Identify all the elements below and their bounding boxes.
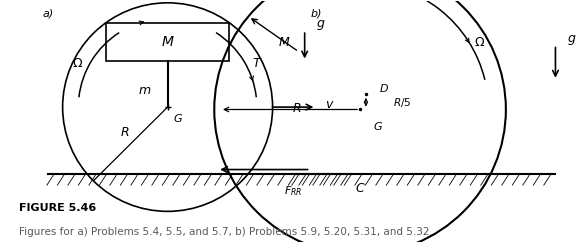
Text: $F_{RR}$: $F_{RR}$ bbox=[284, 184, 302, 198]
Text: $g$: $g$ bbox=[316, 18, 326, 32]
Text: $m$: $m$ bbox=[138, 84, 151, 97]
Text: $v$: $v$ bbox=[325, 98, 335, 111]
Text: $M$: $M$ bbox=[161, 35, 175, 49]
Text: $\Omega$: $\Omega$ bbox=[474, 36, 485, 49]
Text: b): b) bbox=[311, 9, 322, 19]
Text: $T$: $T$ bbox=[252, 57, 263, 70]
Text: $R$: $R$ bbox=[292, 102, 302, 115]
Text: a): a) bbox=[42, 9, 53, 19]
Text: $R$: $R$ bbox=[120, 126, 130, 139]
Text: $D$: $D$ bbox=[379, 82, 389, 94]
Text: Figures for a) Problems 5.4, 5.5, and 5.7, b) Problems 5.9, 5.20, 5.31, and 5.32: Figures for a) Problems 5.4, 5.5, and 5.… bbox=[19, 227, 432, 237]
Text: $R/5$: $R/5$ bbox=[393, 96, 412, 109]
Text: $G$: $G$ bbox=[173, 112, 183, 124]
Text: FIGURE 5.46: FIGURE 5.46 bbox=[19, 203, 96, 213]
Text: $G$: $G$ bbox=[373, 120, 384, 132]
Text: $\Omega$: $\Omega$ bbox=[71, 57, 83, 70]
Text: $M$: $M$ bbox=[278, 36, 291, 49]
Text: $C$: $C$ bbox=[355, 182, 366, 195]
Text: $g$: $g$ bbox=[567, 33, 577, 47]
